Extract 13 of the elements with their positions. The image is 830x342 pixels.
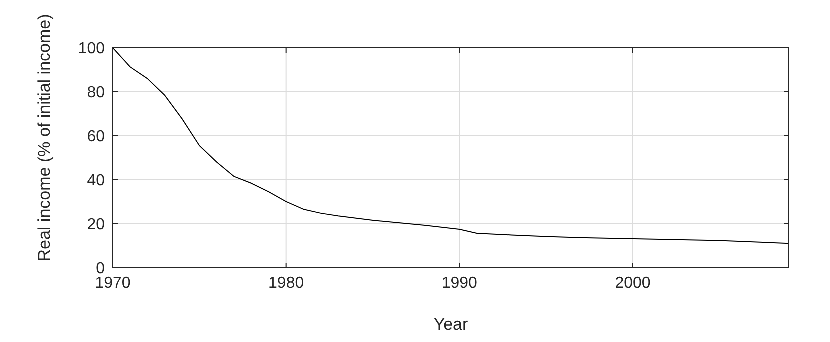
y-tick-label: 60 — [87, 128, 106, 146]
y-tick-label: 100 — [78, 40, 106, 58]
x-tick-label: 1990 — [442, 275, 478, 292]
line-series — [112, 48, 790, 244]
y-tick-label: 20 — [87, 216, 106, 234]
x-tick-label: 1970 — [95, 275, 131, 292]
y-tick-label: 80 — [87, 84, 106, 102]
y-axis-title: Real income (% of initial income) — [35, 14, 54, 262]
x-tick-label: 1980 — [268, 275, 304, 292]
y-tick-label: 40 — [87, 172, 106, 190]
x-axis-title: Year — [434, 315, 469, 334]
y-tick-label: 0 — [96, 260, 106, 278]
x-tick-label: 2000 — [615, 275, 651, 292]
